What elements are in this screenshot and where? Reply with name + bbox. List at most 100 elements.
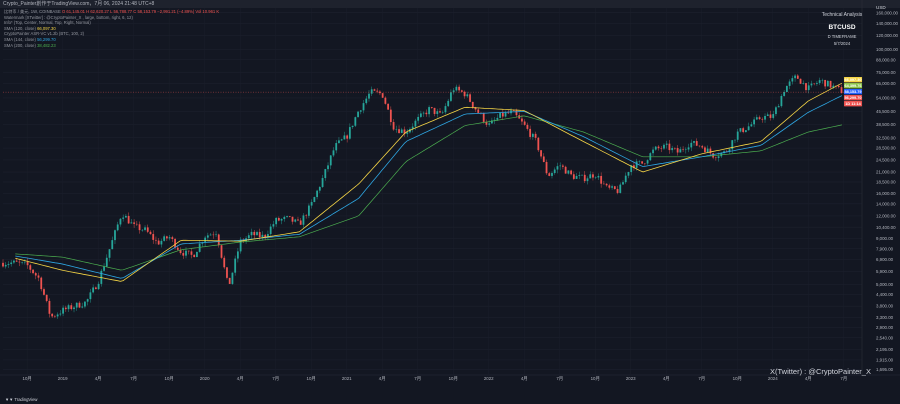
candle-body — [695, 141, 698, 146]
candle-body — [376, 90, 379, 92]
candle-body — [570, 170, 573, 175]
x-tick-label: 7月 — [272, 376, 279, 382]
candle-body — [463, 91, 466, 97]
candle-body — [671, 148, 674, 151]
candle-body — [641, 161, 644, 164]
candle-body — [608, 185, 611, 188]
candle-body — [2, 262, 4, 267]
candle-body — [646, 160, 649, 164]
y-tick-label: 16,000.00 — [876, 191, 896, 196]
legend-watermark-indicator: Watermark [XTwitter] : @CryptoPainter_X … — [4, 14, 133, 20]
candle-body — [168, 237, 171, 239]
chart-header-bar: Crypto_Painter創作于TradingView.com，7月 06, … — [0, 0, 900, 8]
candle-body — [750, 124, 753, 127]
price-tag-label: 56,299.70 — [845, 96, 862, 100]
y-tick-label: 5,000.00 — [876, 282, 894, 287]
candle-body — [693, 141, 695, 143]
candle-body — [663, 144, 665, 149]
candle-body — [111, 240, 114, 250]
candle-body — [660, 148, 663, 149]
candle-body — [343, 135, 346, 140]
candle-body — [215, 234, 217, 235]
candle-body — [149, 231, 152, 235]
candle-body — [277, 217, 280, 221]
y-tick-label: 140,000.00 — [876, 21, 899, 26]
candle-body — [794, 75, 796, 79]
y-tick-label: 10,400.00 — [876, 225, 896, 230]
candle-body — [264, 234, 267, 238]
candle-body — [447, 100, 450, 107]
candle-body — [313, 197, 316, 203]
candle-body — [622, 182, 624, 185]
y-tick-label: 88,000.00 — [876, 57, 896, 62]
y-tick-label: 21,000.00 — [876, 170, 896, 175]
candle-body — [501, 112, 504, 117]
x-tick-label: 4月 — [663, 376, 670, 382]
candle-body — [236, 251, 239, 259]
candle-body — [59, 313, 62, 315]
candle-body — [613, 186, 616, 190]
price-tag-label: 58,153.79 — [845, 90, 862, 94]
candle-body — [67, 305, 70, 310]
candle-body — [529, 128, 532, 137]
candle-body — [13, 260, 15, 263]
y-tick-label: 5,900.00 — [876, 269, 894, 274]
legend-sma120-label: SMA (120, close) — [4, 25, 36, 31]
candle-body — [239, 239, 242, 252]
candle-body — [583, 174, 586, 182]
candle-body — [256, 232, 258, 236]
candle-body — [717, 156, 720, 159]
candle-body — [133, 222, 136, 224]
x-tick-label: 4月 — [521, 376, 528, 382]
candle-body — [581, 174, 583, 176]
candle-body — [23, 261, 26, 263]
candle-body — [398, 129, 400, 133]
candle-body — [294, 219, 297, 222]
candle-body — [816, 82, 818, 84]
candle-body — [755, 117, 758, 120]
candle-body — [223, 257, 226, 268]
legend-sma200-value: 38,482.23 — [37, 42, 56, 48]
y-tick-label: 3,800.00 — [876, 304, 894, 309]
candle-body — [196, 251, 198, 258]
legend-sma200-label: SMA (200, close) — [4, 42, 36, 48]
candle-body — [731, 140, 734, 150]
candle-body — [739, 128, 742, 132]
candle-body — [258, 232, 261, 238]
candle-body — [572, 174, 575, 179]
candle-body — [417, 116, 420, 121]
x-tick-label: 4月 — [95, 376, 102, 382]
candle-body — [206, 235, 209, 238]
candle-body — [725, 151, 728, 152]
candle-body — [676, 148, 679, 153]
candle-body — [288, 216, 291, 217]
candle-body — [714, 157, 717, 159]
candle-body — [477, 109, 480, 113]
candle-body — [772, 114, 775, 118]
y-tick-label: 18,500.00 — [876, 180, 896, 185]
candle-body — [45, 294, 48, 301]
candle-body — [21, 262, 24, 263]
y-tick-label: 38,500.00 — [876, 122, 896, 127]
time-axis[interactable]: 10月 2019 4月 7月 10月 2020 4月 7月 10月 2021 4月 7月 10月 2022… — [0, 374, 900, 382]
candle-body — [673, 148, 676, 149]
candle-body — [619, 184, 622, 193]
candle-body — [665, 143, 668, 145]
candle-body — [125, 215, 127, 218]
publish-info: Crypto_Painter創作于TradingView.com，7月 06, … — [3, 1, 155, 7]
candle-body — [832, 85, 835, 88]
candle-body — [48, 300, 51, 314]
candle-body — [654, 146, 657, 150]
candle-body — [761, 118, 764, 120]
candle-body — [785, 85, 788, 93]
price-tag — [844, 89, 862, 95]
candle-body — [575, 176, 578, 179]
candle-body — [286, 216, 288, 217]
candle-body — [370, 89, 373, 94]
candle-body — [392, 122, 395, 130]
legend-ohlc: O 61,145.01 H 62,620.27 L 56,788.77 C 58… — [61, 9, 220, 14]
chart-legend: 比特币 / 美元, 1W, COINBASE O 61,145.01 H 62,… — [4, 9, 219, 48]
sma200-line — [15, 115, 842, 271]
